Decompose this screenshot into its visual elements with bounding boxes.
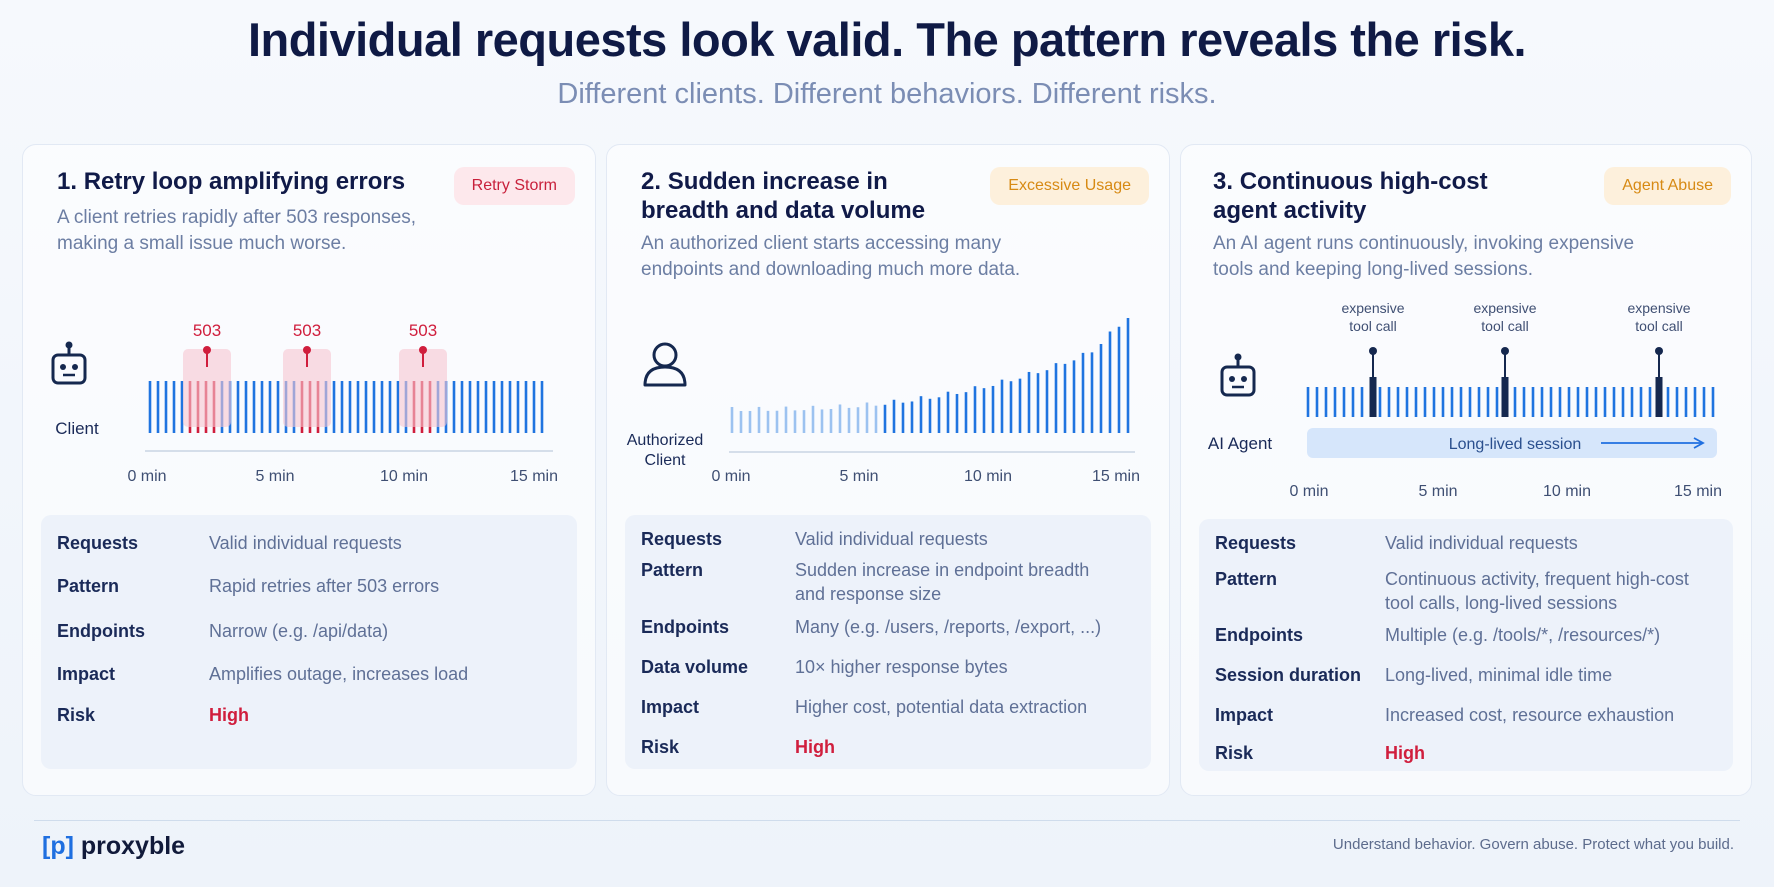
page-subtitle: Different clients. Different behaviors. … <box>557 78 1217 110</box>
card-description: An authorized client starts accessing ma… <box>641 233 1021 280</box>
tool-call-label: tool call <box>1481 318 1528 334</box>
arrow-right-icon <box>1601 437 1705 449</box>
tool-call-label: tool call <box>1349 318 1396 334</box>
robot-icon <box>1220 353 1256 397</box>
actor-label: Authorized <box>627 432 704 449</box>
axis-tick: 0 min <box>127 468 166 485</box>
agent-timeline-chart: AI Agent expensive tool call expensive tool… <box>1208 300 1722 500</box>
tool-call-dot <box>1369 347 1377 355</box>
error-dot <box>419 346 427 354</box>
error-burst-highlight <box>183 349 231 427</box>
axis-tick: 15 min <box>1092 468 1140 485</box>
axis-tick: 10 min <box>1543 483 1591 500</box>
actor-label: AI Agent <box>1208 434 1273 453</box>
error-dot <box>203 346 211 354</box>
tool-call-label: expensive <box>1627 300 1690 316</box>
info-row-pattern: Pattern Continuous activity, frequent hi… <box>1215 569 1689 613</box>
excessive-usage-badge: Excessive Usage <box>990 167 1149 205</box>
tool-call-dot <box>1501 347 1509 355</box>
error-burst-highlight <box>399 349 447 427</box>
info-row-pattern: Pattern Sudden increase in endpoint brea… <box>641 560 1090 604</box>
card-number: 1. <box>57 168 78 195</box>
tool-call-label: expensive <box>1341 300 1404 316</box>
proxyble-logo: [p] proxyble <box>42 832 185 861</box>
actor-label: Client <box>645 452 686 469</box>
axis-tick: 5 min <box>1418 483 1457 500</box>
error-label-503: 503 <box>409 321 437 340</box>
axis-tick: 10 min <box>380 468 428 485</box>
card-title-text: Sudden increase in breadth and data volu… <box>641 168 926 224</box>
card-agent-abuse: 3. Continuous high-cost agent activity A… <box>1180 144 1752 796</box>
robot-icon <box>51 341 87 385</box>
actor-label: Client <box>55 419 99 438</box>
tool-call-markers: expensive tool call expensive tool call expe… <box>1341 300 1691 377</box>
card-title: 3. Continuous high-cost agent activity <box>1213 167 1533 225</box>
card-number: 2. <box>641 168 662 195</box>
retry-timeline-chart: Client 503 503 503 0 min 5 min 10 min 15 m… <box>51 321 558 485</box>
risk-high-value: High <box>209 705 249 725</box>
tool-call-dot <box>1655 347 1663 355</box>
card-title: 2. Sudden increase in breadth and data v… <box>641 167 971 225</box>
logo-name: proxyble <box>80 832 186 860</box>
axis-tick: 5 min <box>839 468 878 485</box>
error-label-503: 503 <box>293 321 321 340</box>
risk-high-value: High <box>1385 743 1425 763</box>
info-panel: Requests Valid individual requests Patte… <box>625 515 1151 769</box>
card-title-text: Continuous high-cost agent activity <box>1213 168 1488 224</box>
session-band <box>1307 428 1717 458</box>
card-title-text: Retry loop amplifying errors <box>83 168 406 195</box>
axis-tick: 5 min <box>255 468 294 485</box>
card-description: An AI agent runs continuously, invoking … <box>1213 233 1635 280</box>
error-burst-highlight <box>283 349 331 427</box>
footer-divider <box>34 820 1740 821</box>
request-bars <box>1306 377 1715 417</box>
card-description: A client retries rapidly after 503 respo… <box>57 207 417 254</box>
card-number: 3. <box>1213 168 1234 195</box>
error-markers: 503 503 503 <box>183 321 447 427</box>
info-panel: Requests Valid individual requests Patte… <box>41 515 577 769</box>
axis-tick: 0 min <box>1289 483 1328 500</box>
user-icon <box>643 342 687 387</box>
axis-tick: 15 min <box>510 468 558 485</box>
card-excessive-usage: 2. Sudden increase in breadth and data v… <box>606 144 1170 796</box>
tool-call-label: expensive <box>1473 300 1536 316</box>
retry-storm-badge: Retry Storm <box>453 167 575 205</box>
page-title: Individual requests look valid. The patt… <box>247 13 1527 66</box>
usage-timeline-chart: Authorized Client 0 min 5 min 10 min 15 … <box>627 317 1140 485</box>
error-dot <box>303 346 311 354</box>
footer-tagline: Understand behavior. Govern abuse. Prote… <box>1332 836 1734 853</box>
info-panel: Requests Valid individual requests Patte… <box>1199 519 1733 771</box>
axis-tick: 15 min <box>1674 483 1722 500</box>
error-label-503: 503 <box>193 321 221 340</box>
axis-tick: 0 min <box>711 468 750 485</box>
request-bars <box>730 317 1130 433</box>
logo-bracket: [p] <box>42 832 74 860</box>
tool-call-label: tool call <box>1635 318 1682 334</box>
risk-high-value: High <box>795 737 835 757</box>
axis-tick: 10 min <box>964 468 1012 485</box>
card-title: 1. Retry loop amplifying errors <box>57 167 417 196</box>
agent-abuse-badge: Agent Abuse <box>1604 167 1731 205</box>
card-retry-storm: 1. Retry loop amplifying errors Retry St… <box>22 144 596 796</box>
session-label: Long-lived session <box>1449 436 1582 453</box>
